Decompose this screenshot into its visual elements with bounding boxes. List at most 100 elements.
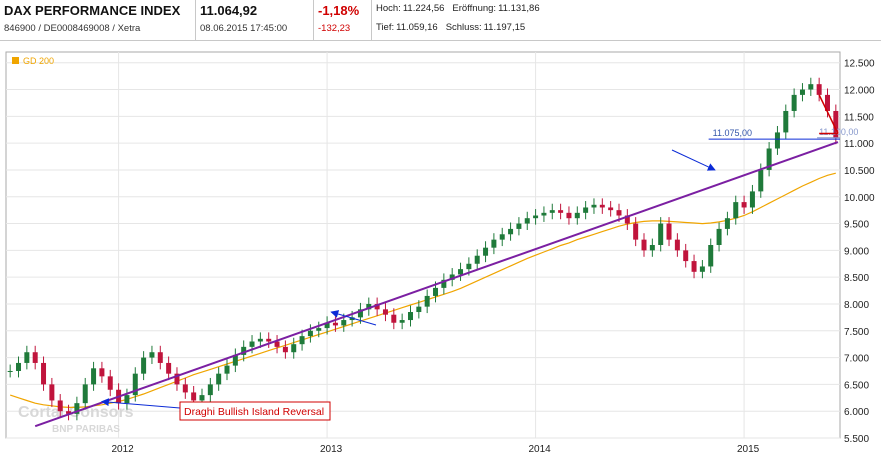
instrument-title: DAX PERFORMANCE INDEX bbox=[4, 3, 181, 18]
candle-body bbox=[274, 341, 280, 347]
candle-body bbox=[57, 400, 63, 412]
candle-body bbox=[166, 362, 172, 374]
candle-body bbox=[599, 204, 605, 208]
candle-body bbox=[241, 346, 247, 355]
candle-body bbox=[433, 287, 439, 296]
y-tick-label: 7.000 bbox=[844, 354, 869, 365]
candle-body bbox=[774, 132, 780, 149]
change-percent: -1,18% bbox=[318, 3, 360, 18]
candle-body bbox=[99, 368, 105, 377]
candle-body bbox=[382, 309, 388, 315]
y-tick-label: 8.000 bbox=[844, 300, 869, 311]
open-value: 11.131,86 bbox=[498, 3, 540, 14]
candle-body bbox=[791, 94, 797, 111]
support-hline-2-label: 11.100,00 bbox=[819, 127, 858, 137]
candle-body bbox=[608, 207, 614, 211]
candle-body bbox=[566, 212, 572, 219]
candle-body bbox=[49, 384, 55, 401]
candle-body bbox=[249, 341, 255, 347]
candle-body bbox=[524, 218, 530, 224]
watermark-line2: BNP PARIBAS bbox=[52, 424, 120, 435]
legend: GD 200 bbox=[12, 56, 54, 66]
candle-body bbox=[733, 202, 739, 219]
stats-row-2: Tief: 11.059,16 Schluss: 11.197,15 bbox=[376, 22, 877, 33]
candle-body bbox=[349, 317, 355, 321]
candle-body bbox=[182, 384, 188, 393]
candle-body bbox=[558, 210, 564, 213]
open-label: Eröffnung: bbox=[452, 3, 497, 14]
candle-body bbox=[758, 169, 764, 192]
candle-body bbox=[282, 346, 288, 353]
candle-body bbox=[324, 322, 330, 329]
candle-body bbox=[291, 344, 297, 353]
price-cell: 11.064,92 08.06.2015 17:45:00 bbox=[196, 0, 314, 40]
candle-body bbox=[691, 261, 697, 272]
legend-swatch-gd200 bbox=[12, 57, 19, 64]
y-tick-label: 5.500 bbox=[844, 434, 869, 445]
candle-body bbox=[132, 373, 138, 396]
candle-body bbox=[149, 352, 155, 358]
candle-body bbox=[224, 365, 230, 374]
close-label: Schluss: bbox=[445, 22, 482, 33]
arrow-2013 bbox=[330, 310, 377, 326]
candle-body bbox=[91, 368, 97, 385]
candle-body bbox=[332, 322, 338, 326]
candle-body bbox=[749, 191, 755, 208]
candle-body bbox=[191, 392, 197, 401]
candle-body bbox=[407, 312, 413, 321]
instrument-subtitle: 846900 / DE0008469008 / Xetra bbox=[4, 23, 141, 34]
candle-body bbox=[808, 84, 814, 90]
candle-body bbox=[499, 234, 505, 240]
candle-body bbox=[616, 210, 622, 216]
candle-body bbox=[341, 320, 347, 326]
candle-body bbox=[516, 223, 522, 229]
candle-body bbox=[533, 215, 539, 219]
trendline bbox=[34, 141, 839, 428]
candle-body bbox=[641, 239, 647, 251]
price-datetime: 08.06.2015 17:45:00 bbox=[200, 23, 288, 34]
close-value: 11.197,15 bbox=[483, 22, 526, 33]
candle-body bbox=[82, 384, 88, 404]
y-tick-label: 12.500 bbox=[844, 59, 875, 70]
candle-body bbox=[833, 110, 839, 138]
candle-body bbox=[399, 320, 405, 323]
change-cell: -1,18% -132,23 bbox=[314, 0, 372, 40]
y-tick-label: 10.500 bbox=[844, 166, 875, 177]
candle-body bbox=[708, 245, 714, 267]
candle-body bbox=[316, 328, 322, 331]
candle-body bbox=[307, 330, 313, 337]
candle-body bbox=[207, 384, 213, 396]
stats-row-1: Hoch: 11.224,56 Eröffnung: 11.131,86 bbox=[376, 3, 877, 14]
y-tick-label: 6.500 bbox=[844, 380, 869, 391]
candle-body bbox=[508, 228, 514, 235]
legend-label-gd200: GD 200 bbox=[23, 56, 54, 66]
candle-body bbox=[41, 362, 47, 385]
candle-body bbox=[374, 303, 380, 310]
candle-body bbox=[474, 255, 480, 264]
candle-body bbox=[491, 239, 497, 248]
candle-body bbox=[24, 352, 30, 363]
candle-body bbox=[483, 247, 489, 256]
gd200-line bbox=[10, 172, 836, 408]
candle-body bbox=[591, 204, 597, 208]
candle-body bbox=[458, 269, 464, 275]
last-price: 11.064,92 bbox=[200, 3, 258, 18]
y-tick-label: 12.000 bbox=[844, 86, 875, 97]
candle-body bbox=[32, 352, 38, 363]
candle-body bbox=[674, 239, 680, 251]
candle-body bbox=[124, 395, 130, 404]
arrow-2015 bbox=[671, 149, 716, 171]
y-tick-label: 9.500 bbox=[844, 220, 869, 231]
x-tick-label: 2013 bbox=[320, 444, 343, 455]
candle-body bbox=[174, 373, 180, 385]
candle-body bbox=[366, 303, 372, 310]
candle-body bbox=[724, 218, 730, 229]
candle-body bbox=[449, 274, 455, 280]
candle-body bbox=[266, 338, 272, 342]
candle-body bbox=[232, 354, 238, 366]
high-value: 11.224,56 bbox=[402, 3, 445, 14]
candle-body bbox=[357, 309, 363, 318]
candle-body bbox=[424, 295, 430, 307]
y-tick-label: 10.000 bbox=[844, 193, 875, 204]
